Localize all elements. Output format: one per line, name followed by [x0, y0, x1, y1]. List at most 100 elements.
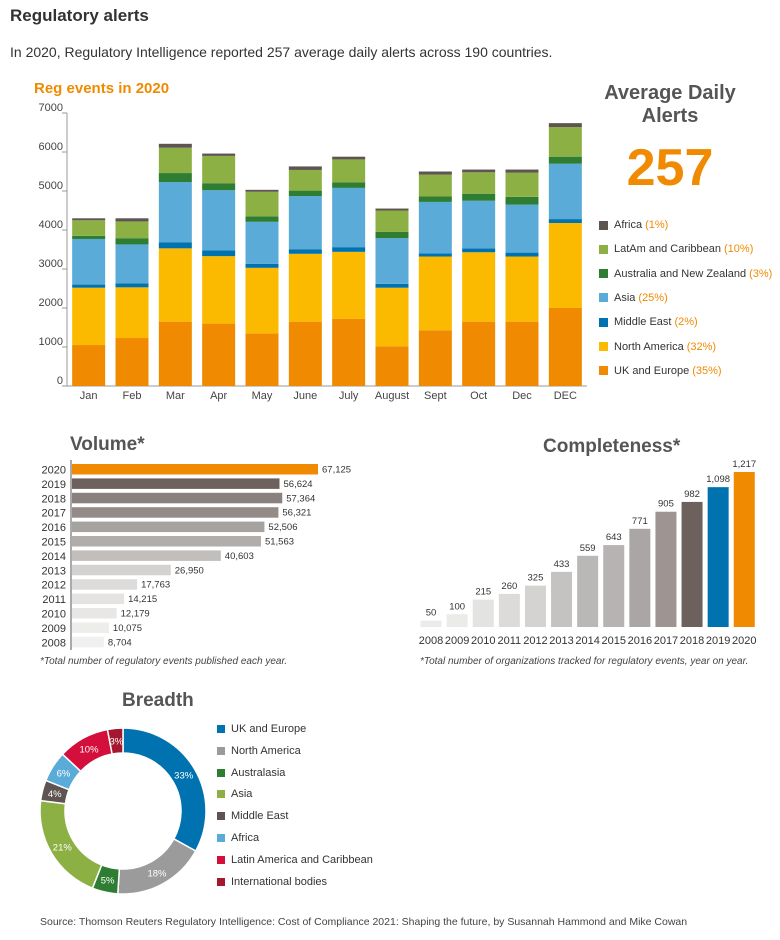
donut-slice-label: 5% [101, 875, 115, 886]
volume-value-label: 40,603 [225, 551, 254, 562]
bar-segment [505, 321, 539, 386]
legend-swatch [217, 746, 225, 755]
legend-item: UK and Europe [217, 721, 306, 737]
legend-label: Africa [231, 832, 260, 844]
bar-segment [332, 318, 366, 386]
reg-events-title: Reg events in 2020 [34, 80, 170, 97]
volume-value-label: 10,075 [113, 623, 142, 634]
legend-item: Africa [217, 830, 259, 846]
bar-segment [115, 338, 149, 386]
bar-segment [72, 218, 106, 221]
completeness-value-label: 260 [501, 581, 517, 592]
legend-share: (2%) [674, 316, 698, 329]
bar-segment [418, 253, 452, 257]
bar-segment [158, 242, 192, 249]
legend-swatch [217, 790, 225, 799]
completeness-value-label: 559 [580, 543, 596, 554]
legend-swatch [217, 855, 225, 864]
year-label: 2012 [523, 635, 547, 647]
donut-slice-label: 21% [53, 842, 73, 853]
bar-segment [288, 321, 322, 386]
year-label: 2014 [42, 551, 66, 563]
volume-bar [72, 464, 318, 475]
legend-share: (32%) [686, 340, 717, 353]
average-daily-alerts-value: 257 [626, 139, 714, 197]
page-title: Regulatory alerts [10, 6, 149, 25]
bar-segment [375, 208, 409, 211]
legend-label: North America [614, 340, 684, 353]
volume-value-label: 8,704 [108, 637, 132, 648]
legend-swatch [599, 220, 608, 230]
x-tick-label: Apr [210, 390, 227, 402]
volume-footnote: *Total number of regulatory events publi… [40, 656, 288, 667]
year-label: 2017 [654, 635, 678, 647]
bar-segment [418, 174, 452, 197]
volume-bar [72, 550, 221, 561]
legend-label: North America [231, 744, 301, 757]
volume-value-label: 12,179 [121, 609, 150, 620]
x-tick-label: Mar [166, 390, 185, 402]
bar-segment [418, 201, 452, 254]
bar-segment [418, 256, 452, 331]
legend-label: Asia [614, 291, 636, 304]
y-tick-label: 6000 [39, 141, 63, 153]
donut-slice-label: 3% [109, 736, 123, 747]
completeness-value-label: 50 [426, 608, 437, 619]
bar-segment [375, 210, 409, 232]
legend-share: (25%) [638, 291, 668, 304]
legend-item: LatAm and Caribbean (10%) [599, 241, 753, 257]
breadth-donut-chart: 33% 18% 5% 21% 4% 6% 10% 3% [39, 727, 207, 895]
y-tick-label: 5000 [39, 180, 63, 192]
volume-bar [72, 521, 265, 533]
volume-bar [72, 579, 138, 590]
bar-segment [72, 238, 106, 285]
bar-segment [332, 182, 366, 188]
x-tick-label: May [252, 390, 273, 402]
legend-label: Africa [614, 219, 643, 231]
legend-swatch [599, 269, 608, 279]
completeness-value-label: 771 [632, 516, 648, 527]
year-label: 2013 [42, 565, 66, 577]
year-label: 2015 [42, 537, 66, 549]
bar-segment [418, 196, 452, 202]
year-label: 2019 [42, 479, 66, 491]
source-note: Source: Thomson Reuters Regulatory Intel… [40, 916, 688, 928]
bar-segment [462, 193, 496, 201]
legend-swatch [217, 725, 225, 733]
completeness-bar [498, 593, 520, 627]
bar-segment [72, 284, 106, 288]
bar-segment [548, 127, 582, 157]
bar-segment [462, 252, 496, 322]
x-tick-label: July [339, 390, 359, 402]
bar-segment [548, 308, 582, 386]
y-tick-label: 4000 [39, 219, 63, 231]
bar-segment [72, 287, 106, 346]
legend-label: International bodies [231, 875, 328, 888]
year-label: 2009 [445, 635, 469, 647]
bar-segment [462, 248, 496, 253]
volume-value-label: 26,950 [175, 565, 204, 576]
year-label: 2016 [628, 635, 652, 647]
completeness-value-label: 325 [528, 573, 544, 584]
bar-segment [158, 248, 192, 322]
bar-segment [548, 123, 582, 128]
bar-segment [288, 166, 322, 170]
bar-segment [375, 283, 409, 288]
bar-segment [548, 219, 582, 223]
year-label: 2019 [706, 635, 730, 647]
legend-share: (3%) [749, 267, 773, 280]
bar-segment [245, 333, 279, 386]
legend-item: North America [217, 743, 301, 759]
legend-item: Australia and New Zealand (3%) [599, 266, 772, 282]
legend-swatch [217, 877, 225, 886]
year-label: 2018 [680, 635, 704, 647]
completeness-bar [655, 511, 677, 627]
x-tick-label: August [375, 390, 409, 402]
donut-slice-label: 10% [80, 745, 100, 756]
bar-segment [462, 321, 496, 386]
bar-segment [548, 222, 582, 308]
legend-label: LatAm and Caribbean [614, 243, 722, 256]
year-label: 2008 [419, 635, 443, 647]
bar-segment [202, 250, 236, 257]
year-label: 2014 [575, 635, 599, 647]
